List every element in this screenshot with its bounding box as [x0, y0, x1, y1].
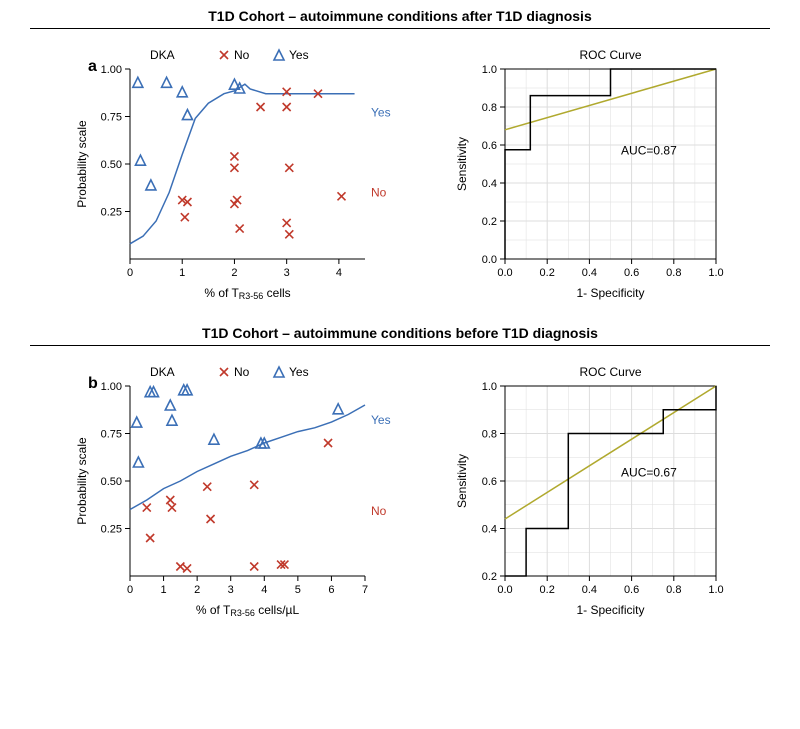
svg-text:0.4: 0.4	[482, 178, 497, 190]
svg-text:0.0: 0.0	[497, 584, 512, 596]
svg-text:ROC Curve: ROC Curve	[579, 48, 641, 62]
svg-text:b: b	[88, 375, 98, 392]
svg-text:DKA: DKA	[150, 365, 175, 379]
svg-text:DKA: DKA	[150, 48, 175, 62]
section-b-title: T1D Cohort – autoimmune conditions befor…	[0, 307, 800, 345]
svg-text:Sensitivity: Sensitivity	[455, 454, 469, 508]
svg-text:1.0: 1.0	[482, 381, 497, 393]
svg-text:4: 4	[261, 584, 267, 596]
svg-text:AUC=0.87: AUC=0.87	[621, 144, 677, 158]
svg-text:% of TR3-56 cells: % of TR3-56 cells	[204, 286, 290, 301]
svg-text:3: 3	[284, 267, 290, 279]
roc-b-wrap: 0.00.20.40.60.81.00.20.40.60.81.0ROC Cur…	[450, 354, 730, 624]
svg-text:0.6: 0.6	[624, 584, 639, 596]
scatter-b: 0 1 2 3 4 5 6 7 0.25 0.50 0.75 1.00b DKA No Yes Yes No % …	[70, 354, 410, 624]
svg-text:0.4: 0.4	[582, 584, 597, 596]
svg-text:Probability scale: Probability scale	[75, 437, 89, 525]
svg-text:1.00: 1.00	[101, 64, 122, 76]
svg-text:Yes: Yes	[289, 365, 309, 379]
svg-text:0.75: 0.75	[101, 112, 122, 124]
svg-text:0.6: 0.6	[624, 267, 639, 279]
svg-text:0.0: 0.0	[482, 254, 497, 266]
svg-text:0.0: 0.0	[497, 267, 512, 279]
svg-text:0.2: 0.2	[482, 216, 497, 228]
svg-text:0.2: 0.2	[482, 571, 497, 583]
svg-text:a: a	[88, 58, 97, 75]
svg-text:No: No	[371, 504, 387, 518]
svg-text:1.0: 1.0	[708, 267, 723, 279]
roc-a-wrap: 0.0 0.2 0.4 0.6 0.8 1.0 0.0 0.2 0.4 0.6 0.8 1.0 ROC …	[450, 37, 730, 307]
roc-a: 0.0 0.2 0.4 0.6 0.8 1.0 0.0 0.2 0.4 0.6 0.8 1.0 ROC …	[450, 37, 730, 307]
svg-text:1.0: 1.0	[482, 64, 497, 76]
svg-text:0.2: 0.2	[540, 584, 555, 596]
roc-b: 0.00.20.40.60.81.00.20.40.60.81.0ROC Cur…	[450, 354, 730, 624]
svg-text:0.50: 0.50	[101, 476, 122, 488]
svg-text:0.8: 0.8	[666, 584, 681, 596]
scatter-a-wrap: 0 1 2 3 4 0.25 0.50 0.75 1.00 a DKA No Yes Yes No % of …	[70, 37, 410, 307]
svg-text:1.00: 1.00	[101, 381, 122, 393]
svg-text:Yes: Yes	[371, 413, 391, 427]
svg-text:0.2: 0.2	[540, 267, 555, 279]
svg-text:0.8: 0.8	[482, 429, 497, 441]
svg-text:0: 0	[127, 267, 133, 279]
svg-text:1.0: 1.0	[708, 584, 723, 596]
svg-text:% of TR3-56 cells/µL: % of TR3-56 cells/µL	[196, 603, 300, 618]
svg-text:0.6: 0.6	[482, 476, 497, 488]
svg-text:0.6: 0.6	[482, 140, 497, 152]
scatter-a: 0 1 2 3 4 0.25 0.50 0.75 1.00 a DKA No Yes Yes No % of …	[70, 37, 410, 307]
svg-text:5: 5	[295, 584, 301, 596]
svg-text:2: 2	[194, 584, 200, 596]
svg-text:7: 7	[362, 584, 368, 596]
svg-text:0.25: 0.25	[101, 524, 122, 536]
svg-text:1: 1	[179, 267, 185, 279]
section-a-row: 0 1 2 3 4 0.25 0.50 0.75 1.00 a DKA No Yes Yes No % of …	[0, 29, 800, 307]
svg-text:3: 3	[228, 584, 234, 596]
svg-text:0.4: 0.4	[582, 267, 597, 279]
svg-text:No: No	[234, 365, 250, 379]
section-a-title: T1D Cohort – autoimmune conditions after…	[0, 0, 800, 28]
svg-text:Sensitivity: Sensitivity	[455, 137, 469, 191]
scatter-b-wrap: 0 1 2 3 4 5 6 7 0.25 0.50 0.75 1.00b DKA No Yes Yes No % …	[70, 354, 410, 624]
svg-text:0.8: 0.8	[666, 267, 681, 279]
section-b-row: 0 1 2 3 4 5 6 7 0.25 0.50 0.75 1.00b DKA No Yes Yes No % …	[0, 346, 800, 624]
svg-text:0.25: 0.25	[101, 207, 122, 219]
svg-text:No: No	[371, 185, 387, 199]
svg-text:6: 6	[328, 584, 334, 596]
svg-text:0: 0	[127, 584, 133, 596]
svg-text:1: 1	[161, 584, 167, 596]
svg-text:0.50: 0.50	[101, 159, 122, 171]
svg-text:0.8: 0.8	[482, 102, 497, 114]
svg-text:0.4: 0.4	[482, 524, 497, 536]
svg-text:1- Specificity: 1- Specificity	[576, 286, 644, 300]
svg-text:0.75: 0.75	[101, 429, 122, 441]
svg-text:Probability scale: Probability scale	[75, 120, 89, 208]
svg-text:Yes: Yes	[289, 48, 309, 62]
svg-text:ROC Curve: ROC Curve	[579, 365, 641, 379]
svg-text:2: 2	[231, 267, 237, 279]
svg-text:4: 4	[336, 267, 342, 279]
svg-text:Yes: Yes	[371, 106, 391, 120]
svg-text:AUC=0.67: AUC=0.67	[621, 465, 677, 479]
svg-text:1- Specificity: 1- Specificity	[576, 603, 644, 617]
svg-text:No: No	[234, 48, 250, 62]
